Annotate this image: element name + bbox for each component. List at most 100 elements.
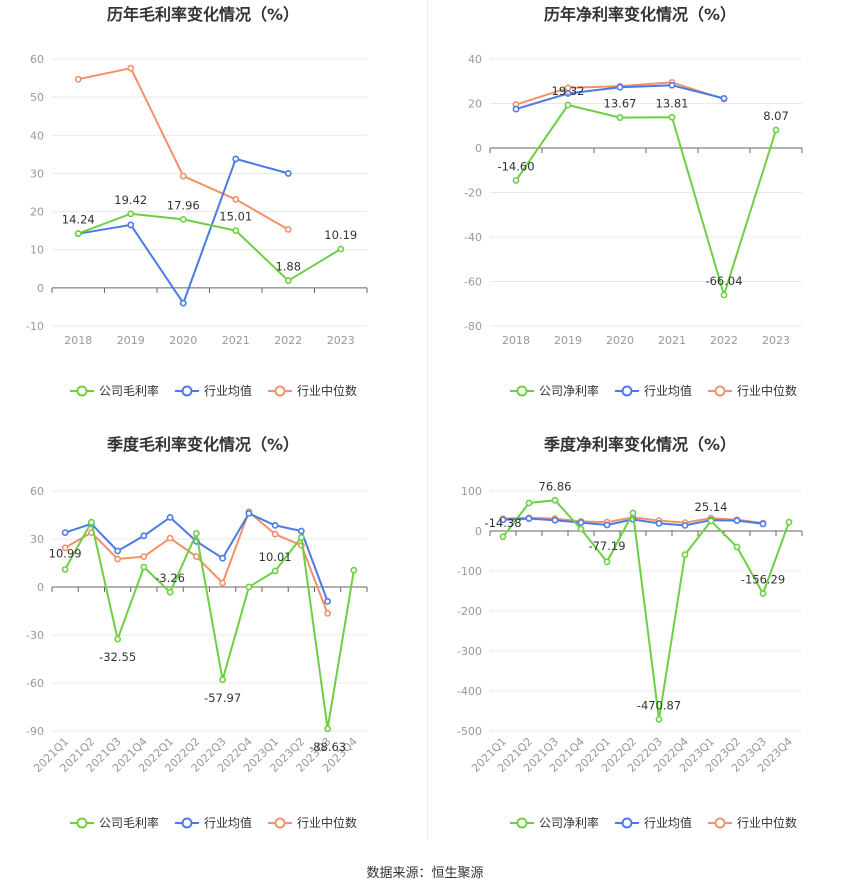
legend-label: 行业均值 (204, 383, 252, 398)
industry-avg-point (284, 170, 292, 177)
company-point (759, 590, 767, 597)
industry-avg-point (577, 519, 585, 526)
data-label: 1.88 (275, 260, 301, 274)
data-label: 25.14 (695, 500, 728, 514)
data-label: 76.86 (539, 479, 572, 493)
legend-label: 行业中位数 (297, 383, 357, 398)
industry-avg-point (219, 554, 227, 562)
industry-median-point (219, 579, 227, 587)
industry-median-point (114, 555, 122, 563)
y-tick-label: -20 (464, 187, 482, 200)
y-tick-label: 0 (475, 142, 482, 155)
y-tick-label: 20 (30, 206, 44, 219)
company-point (232, 227, 240, 235)
company-point (87, 518, 95, 526)
industry-avg-point (61, 529, 69, 536)
data-label: 10.01 (259, 550, 292, 564)
legend-swatch-marker (76, 385, 88, 397)
industry-avg-point (140, 532, 148, 540)
company-point (629, 509, 637, 517)
chart-panel-1: 历年毛利率变化情况（%） -10 0 10 20 30 40 50 60 2018 2019 2020… (26, 5, 368, 398)
company-point (499, 533, 507, 541)
company-point (720, 291, 728, 299)
chart-title: 历年毛利率变化情况（%） (107, 5, 299, 24)
industry-avg-point (681, 522, 689, 529)
legend-label: 公司净利率 (539, 383, 599, 398)
y-tick-label: 0 (37, 581, 44, 594)
data-label: -14.38 (484, 516, 521, 530)
x-tick-label: 2021 (658, 334, 686, 347)
data-label: 13.81 (656, 96, 689, 110)
industry-avg-point (603, 521, 611, 529)
legend-swatch-marker (274, 385, 286, 397)
company-line (515, 104, 777, 296)
y-tick-label: -100 (457, 565, 482, 578)
industry-median-point (284, 226, 292, 233)
data-label: 19.42 (114, 193, 147, 207)
chart-title: 季度净利率变化情况（%） (543, 435, 736, 454)
data-label: -3.26 (155, 571, 185, 585)
industry-avg-point (499, 516, 507, 524)
industry-median-point (192, 553, 200, 560)
x-tick-label: 2023 (327, 334, 355, 347)
industry-avg-point (616, 83, 624, 91)
company-point (655, 715, 663, 723)
legend-swatch-marker (181, 385, 193, 397)
legend-label: 行业均值 (204, 815, 252, 830)
industry-avg-point (551, 516, 559, 524)
company-point (337, 245, 345, 253)
company-point (551, 496, 559, 504)
data-label: 10.19 (324, 228, 357, 242)
legend-label: 公司毛利率 (99, 383, 159, 398)
industry-avg-line (78, 157, 289, 305)
company-point (785, 518, 793, 526)
y-tick-label: -30 (26, 629, 44, 642)
x-tick-label: 2022 (274, 334, 302, 347)
industry-avg-point (166, 514, 174, 521)
y-tick-label: -10 (26, 320, 44, 333)
data-label: -57.97 (204, 691, 241, 705)
y-tick-label: 40 (468, 53, 482, 66)
company-point (512, 177, 520, 184)
data-label: -156.29 (741, 573, 785, 587)
legend-label: 行业中位数 (737, 815, 797, 830)
industry-median-point (166, 534, 174, 542)
industry-avg-point (759, 520, 767, 528)
y-tick-label: -300 (457, 645, 482, 658)
x-tick-label: 2018 (64, 334, 92, 347)
data-label: -32.55 (99, 650, 136, 664)
x-tick-label: 2018 (502, 334, 530, 347)
y-tick-label: 50 (30, 91, 44, 104)
y-tick-label: 60 (30, 53, 44, 66)
industry-avg-point (245, 510, 253, 517)
company-point (733, 543, 741, 551)
company-point (140, 563, 148, 571)
data-label: -14.60 (497, 159, 534, 173)
y-tick-label: 10 (30, 244, 44, 257)
y-tick-label: -400 (457, 685, 482, 698)
chart-panel-2: 历年净利率变化情况（%） -80 -60 -40 -20 0 20 40 2018 2019 202… (464, 5, 803, 398)
industry-avg-point (179, 299, 187, 307)
legend-swatch-marker (714, 385, 726, 397)
legend-swatch-marker (181, 817, 193, 829)
legend-swatch-marker (274, 817, 286, 829)
company-point (668, 113, 676, 121)
industry-avg-point (733, 517, 741, 524)
data-label: -470.87 (637, 698, 681, 712)
company-point (350, 566, 358, 574)
chart-title: 历年净利率变化情况（%） (544, 5, 736, 24)
x-tick-label: 2020 (606, 334, 634, 347)
company-line (64, 521, 355, 730)
y-tick-label: 0 (37, 282, 44, 295)
industry-avg-point (655, 520, 663, 527)
y-tick-label: -200 (457, 605, 482, 618)
legend-swatch-marker (714, 817, 726, 829)
y-tick-label: -500 (457, 725, 482, 738)
data-label: 17.96 (167, 198, 200, 212)
industry-median-point (324, 610, 332, 617)
legend-swatch-marker (516, 385, 528, 397)
industry-avg-point (297, 527, 305, 535)
company-point (681, 551, 689, 558)
company-point (577, 525, 585, 533)
